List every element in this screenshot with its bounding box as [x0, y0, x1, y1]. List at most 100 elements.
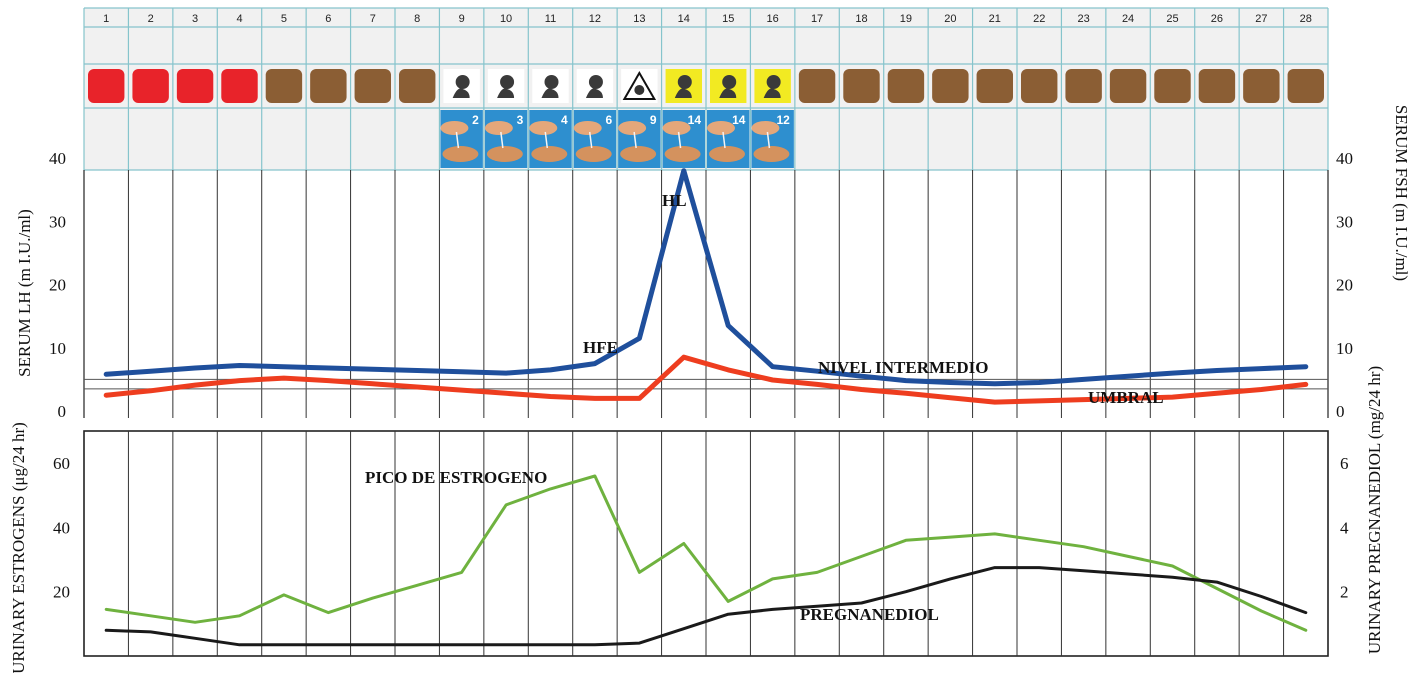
annotation-pregnanediol: PREGNANEDIOL — [800, 605, 939, 624]
day-number: 22 — [1033, 13, 1045, 25]
dry-day-marker — [1021, 69, 1058, 103]
day-number: 15 — [722, 13, 734, 25]
finger-shape — [440, 121, 469, 135]
baby-body-icon — [585, 88, 603, 98]
lower-left-tick-label: 60 — [53, 454, 70, 473]
finger-shape — [575, 146, 612, 162]
day-number: 17 — [811, 13, 823, 25]
upper-left-tick-label: 0 — [58, 402, 67, 421]
peak-day-icon — [621, 69, 658, 103]
dry-day-marker — [265, 69, 303, 103]
mucus-strand — [766, 131, 771, 149]
fertile-day-icon — [710, 69, 747, 103]
mucus-stretch-label: 2 — [472, 113, 479, 127]
day-number: 2 — [148, 13, 154, 25]
mucus-strand — [455, 131, 460, 149]
baby-body-icon — [674, 88, 692, 98]
fertile-day-icon — [487, 69, 525, 103]
upper-right-tick-label: 10 — [1336, 339, 1353, 358]
lower-left-tick-label: 40 — [53, 518, 70, 537]
upper-right-tick-label: 0 — [1336, 402, 1345, 421]
baby-head-icon — [722, 75, 737, 89]
menstruation-marker — [221, 69, 258, 103]
day-number: 1 — [103, 13, 109, 25]
mucus-stretch-label: 3 — [517, 113, 524, 127]
annotation-pico-de-estrogeno: PICO DE ESTROGENO — [365, 468, 547, 487]
fertile-day-icon — [443, 69, 480, 103]
lh-series-line — [103, 168, 1309, 387]
day-number: 9 — [459, 13, 465, 25]
upper-right-tick-label: 30 — [1336, 212, 1353, 231]
mucus-photo: 2 — [440, 110, 483, 168]
baby-head-icon — [588, 75, 603, 89]
mucus-stretch-label: 14 — [732, 113, 746, 127]
day-number: 10 — [500, 13, 512, 25]
upper-right-tick-label: 20 — [1336, 276, 1353, 295]
day-number: 18 — [855, 13, 867, 25]
fertile-day-icon — [754, 69, 791, 103]
mucus-stretch-label: 6 — [605, 113, 612, 127]
day-number: 20 — [944, 13, 956, 25]
dry-day-marker — [887, 69, 925, 103]
lower-right-axis-title: URINARY PREGNANEDIOL (mg/24 hr) — [1365, 366, 1384, 654]
dry-day-marker — [976, 69, 1013, 103]
fertile-day-icon — [665, 69, 702, 103]
baby-body-icon — [719, 88, 737, 98]
mucus-strand — [588, 131, 593, 149]
baby-head-icon — [677, 75, 692, 89]
menstruation-marker — [88, 69, 125, 103]
fertile-day-icon — [532, 69, 569, 103]
mucus-strand — [677, 131, 682, 149]
upper-right-tick-label: 40 — [1336, 149, 1353, 168]
mucus-photo: 12 — [751, 110, 794, 168]
fertile-day-icon — [576, 69, 614, 103]
dry-day-marker — [1154, 69, 1191, 103]
dry-day-marker — [843, 69, 880, 103]
baby-body-icon — [763, 88, 781, 98]
finger-shape — [664, 146, 701, 162]
mucus-strand — [500, 131, 504, 149]
day-number: 19 — [900, 13, 912, 25]
mucus-stretch-label: 9 — [650, 113, 657, 127]
serum-hormone-chart: 0 0 10 10 20 20 30 30 40 40 SERUM LH (m I.U./ml) SE… — [15, 105, 1411, 421]
annotation-hl: HL — [662, 191, 687, 210]
lower-left-axis-title: URINARY ESTROGENS (μg/24 hr) — [9, 422, 28, 673]
finger-shape — [709, 146, 745, 162]
baby-head-icon — [634, 85, 645, 95]
finger-shape — [573, 121, 602, 135]
cycle-day-header: 1 2 3 4 5 6 7 8 9 10 11 12 13 14 15 16 17 18 19 20 21 22 23 24 2… — [83, 7, 1329, 171]
mucus-strand — [544, 131, 549, 149]
day-number: 28 — [1300, 13, 1312, 25]
day-number: 7 — [370, 13, 376, 25]
day-number: 25 — [1166, 13, 1178, 25]
finger-shape — [751, 121, 780, 135]
day-number: 24 — [1122, 13, 1134, 25]
urinary-hormone-chart: 20 40 60 2 4 6 URINARY ESTROGENS (μg/24 hr) URI… — [9, 366, 1384, 673]
day-number: 5 — [281, 13, 287, 25]
day-number: 13 — [633, 13, 645, 25]
baby-body-icon — [497, 88, 515, 98]
day-number: 16 — [767, 13, 779, 25]
dry-day-marker — [1065, 69, 1102, 103]
finger-shape — [753, 146, 790, 162]
finger-shape — [442, 146, 479, 162]
mucus-photo: 6 — [573, 110, 617, 168]
upper-left-tick-label: 40 — [49, 149, 66, 168]
annotation-umbral: UMBRAL — [1088, 388, 1164, 407]
finger-shape — [618, 121, 647, 135]
pregnanediol-series-line — [104, 566, 1308, 647]
dry-day-marker — [1109, 69, 1147, 103]
dry-day-marker — [798, 69, 836, 103]
finger-shape — [707, 121, 735, 135]
lower-right-tick-label: 4 — [1340, 518, 1349, 537]
dry-day-marker — [1198, 69, 1236, 103]
mucus-stretch-label: 14 — [688, 113, 702, 127]
triangle-icon — [622, 70, 657, 100]
finger-shape — [662, 121, 691, 135]
upper-left-tick-label: 30 — [49, 212, 66, 231]
day-number: 3 — [192, 13, 198, 25]
finger-shape — [529, 121, 558, 135]
baby-head-icon — [544, 75, 559, 89]
day-number: 8 — [414, 13, 420, 25]
annotation-nivel-intermedio: NIVEL INTERMEDIO — [818, 358, 989, 377]
